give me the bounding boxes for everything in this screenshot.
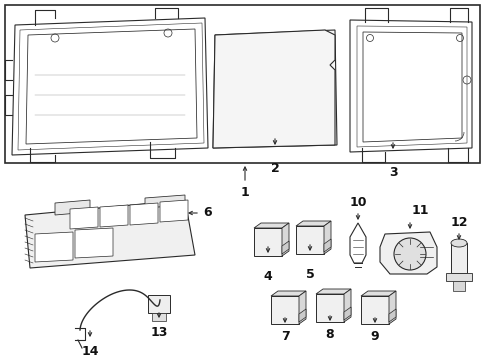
Polygon shape bbox=[361, 296, 389, 324]
Bar bbox=[152, 313, 166, 321]
Polygon shape bbox=[344, 289, 351, 322]
Text: 3: 3 bbox=[389, 166, 397, 179]
Polygon shape bbox=[254, 228, 282, 256]
Text: 2: 2 bbox=[270, 162, 279, 175]
Polygon shape bbox=[35, 232, 73, 262]
Polygon shape bbox=[316, 294, 344, 322]
Text: 14: 14 bbox=[81, 345, 99, 358]
Polygon shape bbox=[361, 291, 396, 296]
Polygon shape bbox=[389, 309, 396, 322]
Polygon shape bbox=[75, 228, 113, 258]
Polygon shape bbox=[324, 221, 331, 254]
Text: 9: 9 bbox=[371, 330, 379, 343]
Bar bbox=[148, 295, 170, 313]
Text: 7: 7 bbox=[281, 330, 290, 343]
Polygon shape bbox=[324, 239, 331, 252]
Polygon shape bbox=[55, 200, 90, 215]
Polygon shape bbox=[282, 241, 289, 254]
Polygon shape bbox=[213, 30, 335, 148]
Bar bbox=[5, 5, 480, 163]
Polygon shape bbox=[344, 307, 351, 320]
Polygon shape bbox=[282, 223, 289, 256]
Bar bbox=[451, 243, 467, 273]
Text: 1: 1 bbox=[241, 186, 249, 199]
Polygon shape bbox=[160, 200, 188, 222]
Text: 13: 13 bbox=[150, 326, 168, 339]
Polygon shape bbox=[299, 291, 306, 324]
Polygon shape bbox=[100, 205, 128, 227]
Polygon shape bbox=[316, 289, 351, 294]
Polygon shape bbox=[389, 291, 396, 324]
Text: 5: 5 bbox=[306, 268, 315, 281]
Text: 8: 8 bbox=[326, 328, 334, 341]
Polygon shape bbox=[299, 309, 306, 322]
Bar bbox=[453, 281, 465, 291]
Polygon shape bbox=[25, 200, 195, 268]
Text: 4: 4 bbox=[264, 270, 272, 283]
Text: 6: 6 bbox=[203, 207, 212, 220]
Polygon shape bbox=[380, 232, 437, 274]
Bar bbox=[446, 273, 472, 281]
Polygon shape bbox=[271, 296, 299, 324]
Polygon shape bbox=[70, 207, 98, 229]
Polygon shape bbox=[145, 195, 185, 208]
Text: 10: 10 bbox=[349, 196, 367, 209]
Polygon shape bbox=[213, 30, 337, 148]
Polygon shape bbox=[296, 226, 324, 254]
Polygon shape bbox=[271, 291, 306, 296]
Text: 11: 11 bbox=[411, 204, 429, 217]
Circle shape bbox=[394, 238, 426, 270]
Text: 12: 12 bbox=[450, 216, 468, 229]
Polygon shape bbox=[296, 221, 331, 226]
Polygon shape bbox=[130, 203, 158, 225]
Ellipse shape bbox=[451, 239, 467, 247]
Polygon shape bbox=[254, 223, 289, 228]
